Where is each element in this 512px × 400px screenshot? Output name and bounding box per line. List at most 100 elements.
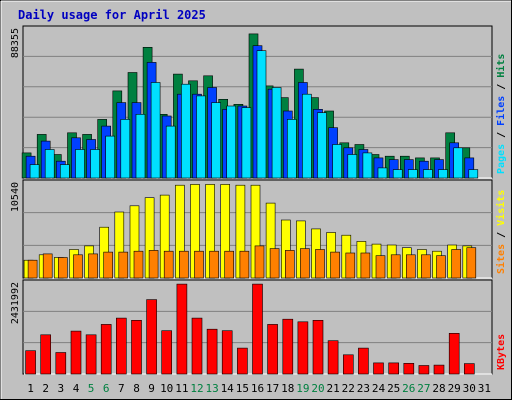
x-tick-label-day-6: 6	[103, 382, 110, 395]
bar-sites-day-9	[148, 250, 159, 279]
bar-sites-day-24	[375, 255, 386, 279]
x-tick-label-day-7: 7	[118, 382, 125, 395]
x-tick-label-day-9: 9	[148, 382, 155, 395]
bar-pages-day-27	[423, 169, 433, 179]
bar-kbytes-day-19	[297, 321, 309, 375]
panel-bottom: 2431992 KBytes	[10, 279, 507, 375]
bar-kbytes-day-9	[146, 299, 157, 375]
bar-kbytes-day-13	[206, 328, 218, 375]
legend-text: Pages / Files / Hits	[495, 54, 507, 174]
legend-separator: /	[496, 126, 507, 144]
bar-sites-day-21	[330, 251, 340, 279]
legend-sites: Sites	[495, 244, 507, 274]
bar-pages-day-22	[347, 154, 358, 179]
y-max-label: 2431992	[10, 282, 21, 324]
bar-pages-day-14	[226, 105, 236, 179]
bar-kbytes-day-18	[282, 318, 294, 375]
x-tick-label-day-19: 19	[296, 382, 309, 395]
bar-pages-day-9	[150, 82, 161, 179]
bar-sites-day-11	[179, 250, 189, 279]
x-tick-label-day-5: 5	[88, 382, 95, 395]
legend-kbytes: KBytes	[496, 334, 507, 370]
bar-pages-day-17	[271, 87, 282, 179]
x-tick-label-day-23: 23	[357, 382, 370, 395]
bar-sites-day-2	[42, 253, 53, 279]
bar-sites-day-13	[209, 250, 219, 279]
x-tick-label-day-10: 10	[160, 382, 173, 395]
x-tick-label-day-16: 16	[251, 382, 264, 395]
bar-pages-day-3	[59, 164, 70, 179]
legend-separator: /	[496, 78, 507, 96]
bar-pages-day-25	[392, 169, 403, 179]
bar-sites-day-18	[284, 250, 295, 279]
bar-kbytes-day-23	[358, 347, 369, 375]
bar-kbytes-day-24	[373, 362, 384, 375]
legend-top: Pages / Files / Hits	[495, 54, 507, 174]
x-tick-label-day-4: 4	[73, 382, 80, 395]
bar-pages-day-7	[120, 119, 131, 179]
x-tick-label-day-3: 3	[57, 382, 64, 395]
bar-kbytes-day-26	[403, 362, 415, 375]
x-tick-label-day-20: 20	[311, 382, 324, 395]
legend-separator: /	[496, 226, 507, 244]
x-tick-label-day-22: 22	[342, 382, 355, 395]
bar-sites-day-6	[103, 251, 113, 279]
x-tick-label-day-26: 26	[402, 382, 415, 395]
bar-kbytes-day-5	[85, 334, 97, 375]
legend-visits: Visits	[495, 190, 507, 226]
legend-pages: Pages	[496, 144, 507, 174]
x-tick-label-day-29: 29	[448, 382, 461, 395]
chart-panels: 88355 Pages / Files / Hits 10540 Sites / Vi…	[10, 25, 507, 375]
bar-pages-day-5	[90, 149, 100, 179]
bar-pages-day-19	[302, 93, 312, 179]
bar-pages-day-1	[29, 164, 40, 179]
bar-pages-day-20	[317, 112, 327, 179]
x-tick-label-day-15: 15	[236, 382, 249, 395]
bar-sites-day-8	[133, 250, 144, 279]
bar-sites-day-17	[269, 248, 280, 279]
bar-pages-day-29	[453, 147, 464, 179]
bar-sites-day-10	[163, 250, 174, 279]
x-tick-label-day-2: 2	[42, 382, 49, 395]
bar-kbytes-day-15	[237, 347, 248, 375]
x-tick-label-day-21: 21	[326, 382, 339, 395]
bar-kbytes-day-6	[100, 324, 112, 375]
bar-pages-day-23	[362, 152, 373, 179]
bar-pages-day-6	[105, 135, 115, 179]
chart-title: Daily usage for April 2025	[18, 8, 206, 22]
bar-sites-day-25	[390, 254, 401, 279]
bar-sites-day-3	[57, 257, 68, 279]
bar-pages-day-30	[468, 169, 479, 179]
legend-hits: Hits	[495, 54, 507, 78]
bar-kbytes-day-20	[312, 319, 324, 375]
bar-pages-day-4	[75, 149, 85, 179]
bar-pages-day-26	[407, 169, 418, 179]
bar-sites-day-16	[254, 245, 265, 279]
bar-sites-day-27	[421, 254, 431, 279]
x-tick-label-day-31: 31	[478, 382, 491, 395]
bar-kbytes-day-27	[418, 365, 430, 375]
x-tick-label-day-12: 12	[190, 382, 203, 395]
bar-pages-day-28	[438, 169, 448, 179]
bar-kbytes-day-29	[448, 332, 460, 375]
bar-sites-day-4	[73, 254, 83, 279]
y-max-label: 10540	[10, 182, 21, 212]
x-tick-label-day-17: 17	[266, 382, 279, 395]
legend-text: KBytes	[496, 334, 507, 370]
bar-kbytes-day-25	[388, 362, 400, 375]
x-tick-label-day-24: 24	[372, 382, 386, 395]
bar-kbytes-day-7	[116, 317, 127, 375]
bar-kbytes-day-14	[221, 330, 233, 375]
bar-kbytes-day-1	[25, 350, 36, 375]
bar-sites-day-23	[360, 252, 371, 279]
bar-sites-day-7	[118, 251, 129, 279]
bar-kbytes-day-16	[252, 283, 263, 375]
y-max-label: 88355	[10, 28, 21, 58]
legend-middle: Sites / Visits	[495, 190, 507, 274]
bar-pages-day-15	[241, 107, 252, 179]
bar-sites-day-19	[300, 248, 310, 279]
bar-kbytes-day-2	[40, 334, 52, 375]
bar-pages-day-2	[44, 149, 55, 179]
bar-kbytes-day-28	[433, 364, 445, 375]
